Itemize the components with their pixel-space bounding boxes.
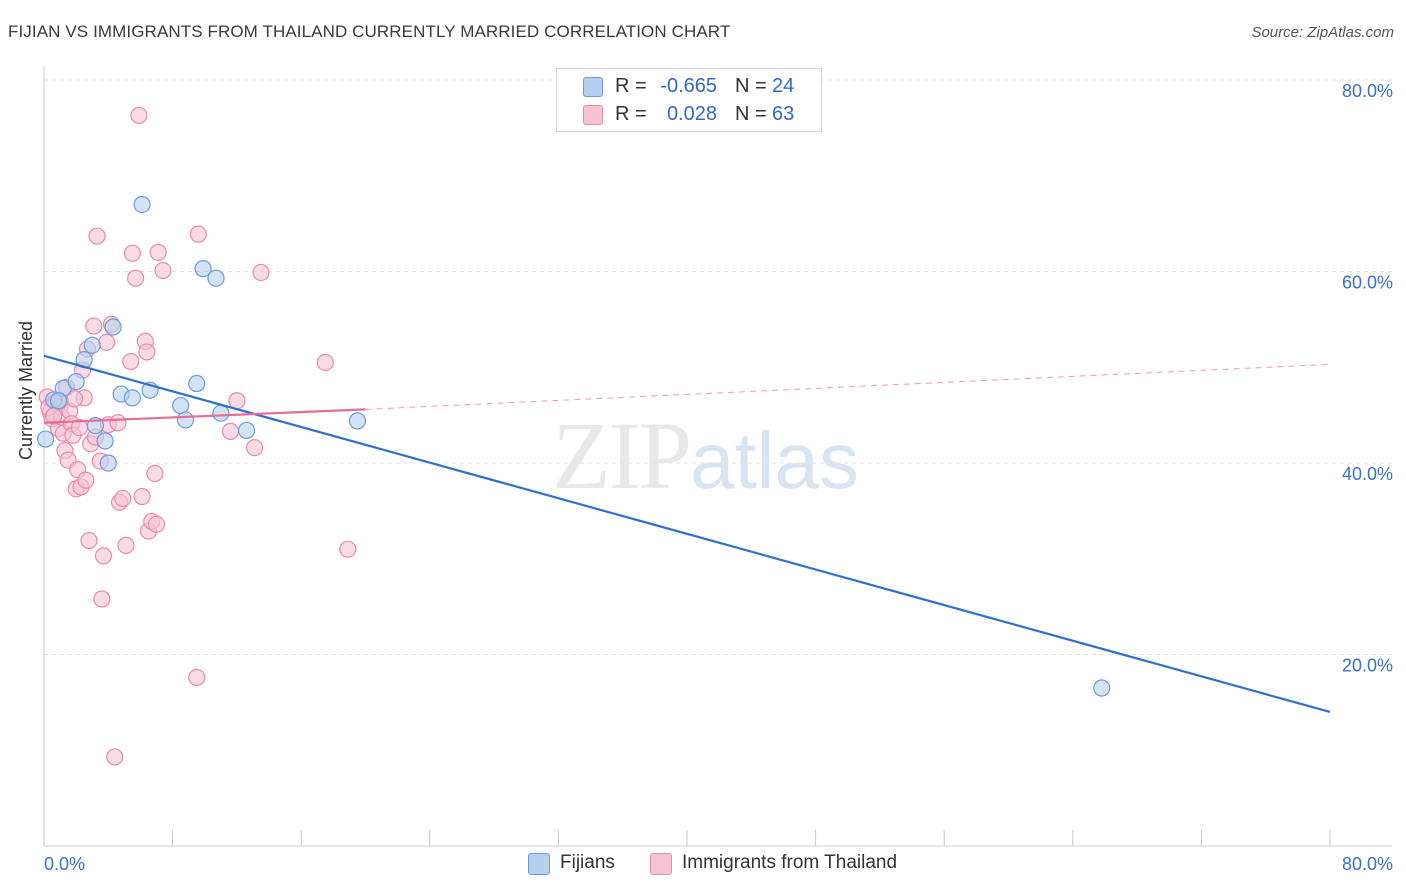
thailand-point — [98, 333, 116, 351]
fijian-point — [212, 404, 230, 422]
fijians-n-label: N = — [735, 75, 767, 97]
legend-thailand-label: Immigrants from Thailand — [682, 852, 898, 873]
correlation-legend: R = -0.665 N = 24 R = 0.028 N = 63 — [556, 68, 822, 132]
thailand-point — [77, 471, 95, 489]
fijians-r-label: R = — [615, 75, 647, 97]
thailand-r-label: R = — [615, 103, 647, 125]
thailand-point — [94, 547, 113, 565]
x-tick-label-min: 0.0% — [44, 854, 85, 874]
thailand-r-value: 0.028 — [666, 103, 717, 125]
watermark: ZIPatlas — [552, 400, 859, 511]
thailand-point — [123, 244, 142, 262]
thailand-point — [88, 227, 106, 245]
fijian-point — [83, 336, 101, 354]
fijian-point — [188, 374, 206, 393]
thailand-point — [133, 487, 151, 506]
thailand-trend-line — [43, 408, 366, 424]
y-tick-label: 40.0% — [1342, 464, 1393, 484]
thailand-point — [106, 748, 124, 766]
thailand-point — [85, 317, 103, 335]
fijian-point — [123, 389, 142, 407]
thailand-point — [221, 422, 240, 441]
fijian-point — [1093, 679, 1111, 697]
thailand-point — [114, 489, 132, 508]
legend-row-thailand: R = 0.028 N = 63 — [557, 101, 821, 129]
thailand-point — [130, 106, 148, 125]
thailand-point — [228, 392, 246, 410]
thailand-point — [252, 263, 270, 282]
thailand-point — [149, 243, 167, 261]
y-tick-label: 60.0% — [1342, 273, 1393, 293]
y-tick-label: 80.0% — [1342, 81, 1393, 101]
fijian-point — [37, 430, 55, 448]
fijian-point — [176, 411, 195, 429]
fijian-point — [207, 269, 225, 287]
fijians-swatch — [583, 77, 603, 97]
fijian-trend-line — [43, 354, 1331, 714]
legend-fijians-label: Fijians — [560, 852, 615, 873]
thailand-point — [127, 269, 145, 287]
thailand-point — [188, 668, 206, 687]
watermark-atlas: atlas — [690, 416, 859, 505]
thailand-point — [138, 343, 156, 361]
legend-fijians-swatch — [528, 853, 550, 875]
thailand-point — [316, 353, 334, 372]
fijian-point — [172, 396, 190, 415]
thailand-trend-extension — [365, 363, 1331, 410]
thailand-point — [189, 225, 207, 243]
source-label: Source: ZipAtlas.com — [1251, 24, 1394, 41]
y-tick-label: 20.0% — [1342, 656, 1393, 676]
thailand-point — [93, 590, 111, 608]
legend-row-fijians: R = -0.665 N = 24 — [557, 73, 821, 101]
thailand-point — [122, 352, 140, 371]
thailand-point — [109, 414, 127, 432]
fijian-point — [67, 373, 85, 391]
y-axis-label: Currently Married — [16, 320, 36, 460]
thailand-swatch — [583, 105, 603, 125]
fijian-point — [237, 421, 256, 440]
fijian-point — [99, 454, 117, 472]
fijian-point — [96, 432, 114, 450]
fijian-point — [194, 260, 212, 278]
fijians-r-value: -0.665 — [660, 75, 717, 97]
fijian-point — [104, 318, 122, 336]
thailand-point — [147, 515, 166, 533]
thailand-point — [245, 439, 264, 457]
thailand-n-label: N = — [735, 103, 767, 125]
chart-title: FIJIAN VS IMMIGRANTS FROM THAILAND CURRE… — [8, 22, 731, 41]
thailand-point — [339, 540, 357, 558]
thailand-point — [154, 261, 172, 280]
watermark-zip: ZIP — [552, 402, 692, 509]
fijian-point — [348, 412, 367, 430]
fijian-point — [133, 195, 151, 214]
thailand-point — [117, 536, 135, 554]
x-tick-label-max: 80.0% — [1342, 854, 1393, 874]
fijian-point — [49, 392, 68, 410]
thailand-point — [146, 464, 164, 483]
legend-thailand-swatch — [650, 853, 672, 875]
fijians-n-value: 24 — [772, 75, 795, 97]
thailand-point — [80, 531, 98, 550]
thailand-n-value: 63 — [772, 103, 795, 125]
